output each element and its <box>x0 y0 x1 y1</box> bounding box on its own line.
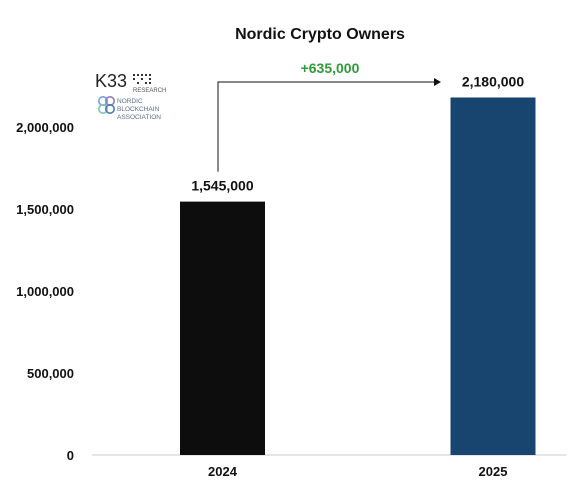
y-tick-label: 2,000,000 <box>16 120 74 135</box>
k33-logo-text: K33 <box>95 71 127 91</box>
nba-logo-line-2: BLOCKCHAIN <box>117 106 160 113</box>
bar-2025 <box>450 97 536 455</box>
x-tick-label: 2024 <box>208 464 238 479</box>
k33-logo-subtext: RESEARCH <box>133 88 166 94</box>
y-tick-label: 0 <box>67 448 74 463</box>
arrowhead-icon <box>434 78 441 86</box>
hexagon-icon <box>98 96 116 115</box>
y-axis: 0 500,000 1,000,000 1,500,000 2,000,000 <box>16 120 74 463</box>
bar-2024 <box>180 201 265 455</box>
bars <box>180 97 536 455</box>
data-label-2024: 1,545,000 <box>191 178 253 194</box>
chart-title: Nordic Crypto Owners <box>235 26 405 43</box>
nba-logo-line-1: NORDIC <box>117 98 143 105</box>
y-tick-label: 500,000 <box>27 366 74 381</box>
data-label-2025: 2,180,000 <box>462 73 524 89</box>
difference-label: +635,000 <box>301 60 360 76</box>
k33-logo: K33 RESEARCH <box>95 71 166 94</box>
annotation-connector <box>217 81 435 172</box>
nordic-blockchain-association-logo: NORDIC BLOCKCHAIN ASSOCIATION <box>98 96 161 121</box>
y-tick-label: 1,500,000 <box>16 202 74 217</box>
x-axis: 2024 2025 <box>208 464 507 479</box>
data-labels: 1,545,000 2,180,000 <box>191 73 524 193</box>
x-tick-label: 2025 <box>479 464 508 479</box>
nba-logo-line-3: ASSOCIATION <box>117 114 161 121</box>
y-tick-label: 1,000,000 <box>16 284 74 299</box>
k33-dots-icon <box>133 74 151 84</box>
difference-annotation: +635,000 <box>217 60 441 172</box>
